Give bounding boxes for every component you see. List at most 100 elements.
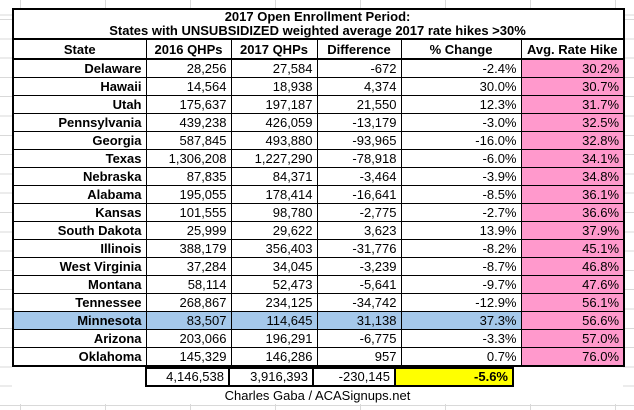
qhps-2017-cell: 84,371: [230, 167, 318, 186]
total-spacer-cell: [12, 367, 145, 387]
qhps-2016-cell: 388,179: [145, 239, 232, 258]
difference-cell: -78,918: [316, 149, 402, 168]
table-row: West Virginia 37,284 34,045 -3,239 -8.7% 46.8…: [12, 257, 625, 276]
avg-rate-hike-cell: 46.8%: [520, 257, 625, 276]
qhps-2017-cell: 29,622: [230, 221, 318, 240]
total-difference-cell: -230,145: [312, 367, 396, 387]
pct-change-cell: -8.2%: [400, 239, 522, 258]
table-row: Tennessee 268,867 234,125 -34,742 -12.9% 56.1…: [12, 293, 625, 312]
table-title: 2017 Open Enrollment Period: States with…: [12, 8, 625, 40]
qhps-2016-cell: 83,507: [145, 311, 232, 330]
qhps-2016-cell: 25,999: [145, 221, 232, 240]
pct-change-cell: -3.0%: [400, 113, 522, 132]
avg-rate-hike-cell: 32.5%: [520, 113, 625, 132]
state-cell: Montana: [12, 275, 147, 294]
qhps-2017-cell: 234,125: [230, 293, 318, 312]
enrollment-table-block: 2017 Open Enrollment Period: States with…: [12, 8, 626, 404]
qhps-2017-cell: 27,584: [230, 58, 318, 78]
state-cell: Kansas: [12, 203, 147, 222]
table-row: Nebraska 87,835 84,371 -3,464 -3.9% 34.8%: [12, 167, 625, 186]
difference-cell: -34,742: [316, 293, 402, 312]
avg-rate-hike-cell: 57.0%: [520, 329, 625, 348]
total-qhps-2016-cell: 4,146,538: [145, 367, 230, 387]
difference-cell: -3,464: [316, 167, 402, 186]
avg-rate-hike-cell: 76.0%: [520, 347, 625, 367]
pct-change-cell: -2.7%: [400, 203, 522, 222]
total-qhps-2017-cell: 3,916,393: [228, 367, 314, 387]
table-row: Oklahoma 145,329 146,286 957 0.7% 76.0%: [12, 347, 625, 367]
difference-cell: -672: [316, 58, 402, 78]
column-header: 2016 QHPs: [145, 38, 232, 60]
state-cell: Minnesota: [12, 311, 147, 330]
table-row: Utah 175,637 197,187 21,550 12.3% 31.7%: [12, 95, 625, 114]
title-row: 2017 Open Enrollment Period: States with…: [12, 8, 625, 40]
difference-cell: 21,550: [316, 95, 402, 114]
qhps-2016-cell: 14,564: [145, 77, 232, 96]
state-cell: Alabama: [12, 185, 147, 204]
column-header: % Change: [400, 38, 522, 60]
difference-cell: 3,623: [316, 221, 402, 240]
state-cell: Texas: [12, 149, 147, 168]
qhps-2016-cell: 439,238: [145, 113, 232, 132]
qhps-2016-cell: 268,867: [145, 293, 232, 312]
pct-change-cell: 30.0%: [400, 77, 522, 96]
avg-rate-hike-cell: 45.1%: [520, 239, 625, 258]
avg-rate-hike-cell: 47.6%: [520, 275, 625, 294]
state-cell: West Virginia: [12, 257, 147, 276]
column-header: State: [12, 38, 147, 60]
column-header: Avg. Rate Hike: [520, 38, 625, 60]
table-row: Hawaii 14,564 18,938 4,374 30.0% 30.7%: [12, 77, 625, 96]
qhps-2016-cell: 203,066: [145, 329, 232, 348]
difference-cell: -2,775: [316, 203, 402, 222]
table-row: Illinois 388,179 356,403 -31,776 -8.2% 45.1%: [12, 239, 625, 258]
avg-rate-hike-cell: 32.8%: [520, 131, 625, 150]
qhps-2016-cell: 101,555: [145, 203, 232, 222]
difference-cell: -6,775: [316, 329, 402, 348]
state-cell: South Dakota: [12, 221, 147, 240]
qhps-2016-cell: 1,306,208: [145, 149, 232, 168]
table-row: Kansas 101,555 98,780 -2,775 -2.7% 36.6%: [12, 203, 625, 222]
table-row: Delaware 28,256 27,584 -672 -2.4% 30.2%: [12, 58, 625, 78]
state-cell: Georgia: [12, 131, 147, 150]
state-cell: Tennessee: [12, 293, 147, 312]
state-cell: Delaware: [12, 58, 147, 78]
table-row: Georgia 587,845 493,880 -93,965 -16.0% 32.8%: [12, 131, 625, 150]
header-row: State 2016 QHPs 2017 QHPs Difference% Chang…: [12, 38, 625, 60]
difference-cell: 957: [316, 347, 402, 367]
pct-change-cell: -12.9%: [400, 293, 522, 312]
state-cell: Hawaii: [12, 77, 147, 96]
state-cell: Pennsylvania: [12, 113, 147, 132]
pct-change-cell: -8.5%: [400, 185, 522, 204]
avg-rate-hike-cell: 36.6%: [520, 203, 625, 222]
difference-cell: -93,965: [316, 131, 402, 150]
pct-change-cell: 12.3%: [400, 95, 522, 114]
qhps-2017-cell: 52,473: [230, 275, 318, 294]
table-row: Arizona 203,066 196,291 -6,775 -3.3% 57.0%: [12, 329, 625, 348]
qhps-2016-cell: 87,835: [145, 167, 232, 186]
table-title-line2: States with UNSUBSIDIZED weighted averag…: [109, 23, 526, 38]
footer-credit: Charles Gaba / ACASignups.net: [12, 387, 623, 404]
qhps-2017-cell: 197,187: [230, 95, 318, 114]
table-row: Minnesota 83,507 114,645 31,138 37.3% 56.6%: [12, 311, 625, 330]
qhps-2017-cell: 34,045: [230, 257, 318, 276]
pct-change-cell: -16.0%: [400, 131, 522, 150]
total-row: 4,146,538 3,916,393 -230,145 -5.6%: [12, 367, 623, 387]
column-header: 2017 QHPs: [230, 38, 318, 60]
difference-cell: 31,138: [316, 311, 402, 330]
qhps-2017-cell: 114,645: [230, 311, 318, 330]
qhps-2017-cell: 493,880: [230, 131, 318, 150]
qhps-2017-cell: 1,227,290: [230, 149, 318, 168]
state-cell: Oklahoma: [12, 347, 147, 367]
pct-change-cell: -3.3%: [400, 329, 522, 348]
qhps-2016-cell: 195,055: [145, 185, 232, 204]
state-cell: Utah: [12, 95, 147, 114]
avg-rate-hike-cell: 34.8%: [520, 167, 625, 186]
qhps-2017-cell: 178,414: [230, 185, 318, 204]
table-row: South Dakota 25,999 29,622 3,623 13.9% 37.9%: [12, 221, 625, 240]
avg-rate-hike-cell: 56.1%: [520, 293, 625, 312]
total-pct-change-cell: -5.6%: [394, 367, 514, 387]
qhps-2017-cell: 146,286: [230, 347, 318, 367]
pct-change-cell: -9.7%: [400, 275, 522, 294]
qhps-2017-cell: 356,403: [230, 239, 318, 258]
